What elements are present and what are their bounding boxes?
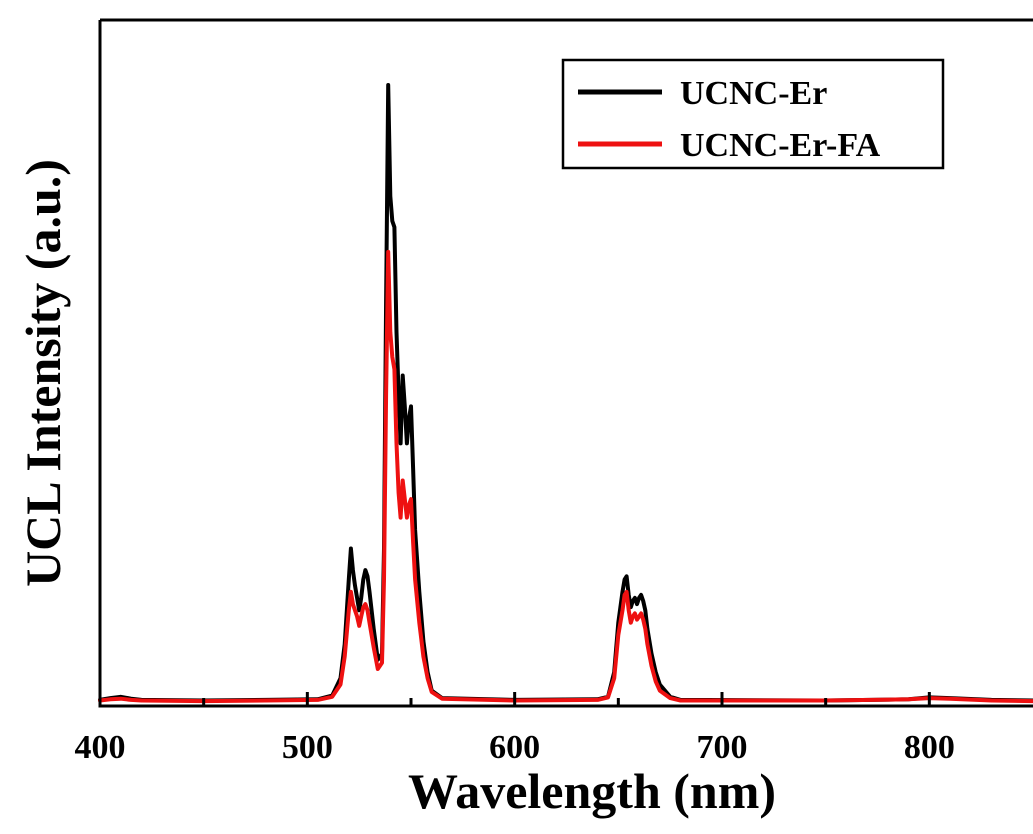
- series-line-ucnc-er-fa: [98, 249, 1033, 704]
- x-tick-label: 500: [282, 729, 333, 766]
- series-layer: [98, 83, 1033, 704]
- x-tick-label: 400: [75, 729, 126, 766]
- x-axis-title: Wavelength (nm): [408, 763, 776, 819]
- legend: UCNC-Er UCNC-Er-FA: [561, 58, 945, 170]
- series-line-ucnc-er: [98, 83, 1033, 703]
- x-tick-label: 600: [489, 729, 540, 766]
- legend-box: [561, 58, 945, 170]
- x-tick-label: 700: [697, 729, 748, 766]
- axis-layer: 400 500 600 700 800 Wavelength (nm) UCL Intens…: [15, 18, 1033, 819]
- legend-label-ucnc-er-fa: UCNC-Er-FA: [680, 127, 881, 164]
- y-axis-title: UCL Intensity (a.u.): [15, 159, 71, 587]
- legend-label-ucnc-er: UCNC-Er: [680, 75, 827, 112]
- x-tick-label: 800: [904, 729, 955, 766]
